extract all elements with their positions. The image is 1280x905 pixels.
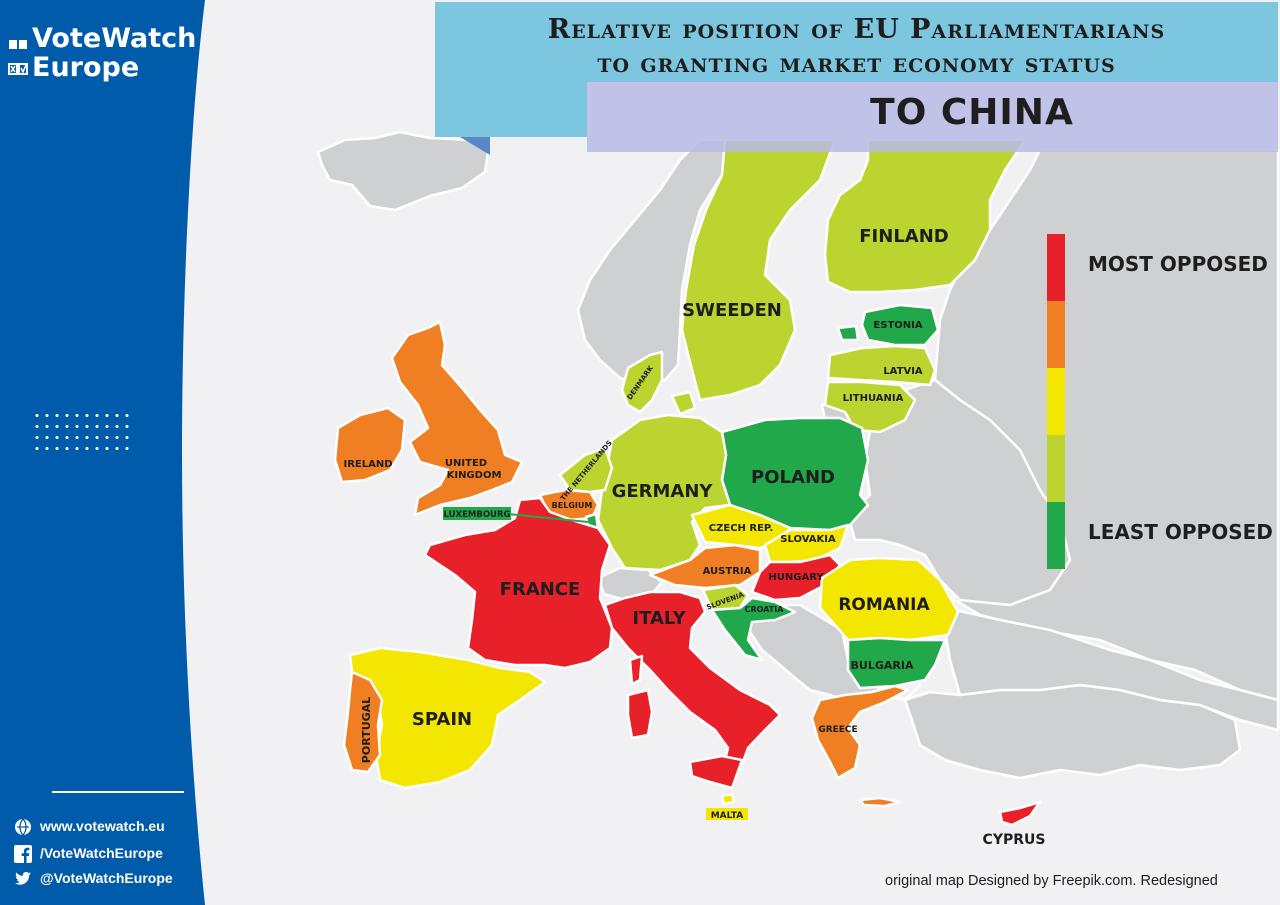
label-finland: FINLAND <box>859 226 948 247</box>
website-text: www.votewatch.eu <box>40 818 165 834</box>
country-cyprus[interactable] <box>998 800 1042 827</box>
banner-shadow <box>460 137 490 155</box>
country-malta[interactable] <box>720 792 736 806</box>
label-germany: GERMANY <box>612 481 714 502</box>
label-portugal: PORTUGAL <box>360 697 373 763</box>
luxembourg-tag <box>443 507 511 520</box>
twitter-text: @VoteWatchEurope <box>40 870 173 886</box>
country-sweden[interactable] <box>680 138 837 402</box>
belarus-ukraine <box>846 378 1072 607</box>
label-slovakia: SLOVAKIA <box>780 534 836 545</box>
legend-swatch-3 <box>1047 368 1065 435</box>
legend-swatch-2 <box>1047 301 1065 368</box>
facebook-text: /VoteWatchEurope <box>40 845 163 861</box>
malta-callout: MALTA <box>706 808 748 821</box>
country-estonia-island <box>836 324 860 342</box>
balkans <box>743 603 922 702</box>
legend-swatch-1 <box>1047 234 1065 301</box>
label-latvia: LATVIA <box>883 366 923 377</box>
decorative-dot-grid <box>32 410 132 454</box>
title-line-1: Relative position of EU Parliamentarians <box>547 14 1166 45</box>
label-poland: POLAND <box>751 467 835 488</box>
legend-least-opposed: LEAST OPPOSED <box>1088 520 1273 544</box>
title-banner-extension <box>435 82 587 137</box>
label-romania: ROMANIA <box>838 595 930 615</box>
label-ireland: IRELAND <box>343 459 392 470</box>
brand-line-1: VoteWatch <box>32 23 197 54</box>
country-united-kingdom[interactable] <box>390 320 524 517</box>
brand-line-2: Europe <box>32 52 140 83</box>
legend-color-bar <box>1047 234 1065 569</box>
label-estonia: ESTONIA <box>873 320 922 331</box>
country-portugal[interactable] <box>342 670 384 774</box>
country-estonia[interactable] <box>860 303 940 347</box>
twitter-icon <box>15 872 31 885</box>
country-italy-sardinia <box>626 688 654 740</box>
country-italy[interactable] <box>603 590 782 774</box>
country-france[interactable] <box>423 496 614 670</box>
legend-swatch-4 <box>1047 435 1065 502</box>
label-bulgaria: BULGARIA <box>851 659 914 672</box>
country-croatia[interactable] <box>710 596 797 662</box>
country-italy-sicily <box>688 754 744 790</box>
label-austria: AUSTRIA <box>703 566 752 577</box>
eu-countries <box>333 138 1042 827</box>
label-belgium: BELGIUM <box>552 501 593 510</box>
luxembourg-leader-line <box>507 513 589 523</box>
country-finland[interactable] <box>823 138 1027 294</box>
legend-swatch-5 <box>1047 502 1065 569</box>
social-facebook[interactable]: /VoteWatchEurope <box>14 843 163 864</box>
country-romania[interactable] <box>818 556 960 642</box>
label-luxembourg: LUXEMBOURG <box>444 510 511 520</box>
country-bulgaria[interactable] <box>846 636 947 690</box>
label-sweden: SWEEDEN <box>682 300 782 321</box>
country-latvia[interactable] <box>826 344 937 387</box>
social-twitter[interactable]: @VoteWatchEurope <box>14 868 173 888</box>
country-greece-crete <box>858 796 902 808</box>
globe-icon <box>15 818 31 836</box>
country-austria[interactable] <box>648 543 762 590</box>
malta-tag <box>706 808 748 820</box>
label-croatia: CROATIA <box>745 605 785 614</box>
title-line-2: to granting market economy status <box>597 48 1116 79</box>
label-greece: GREECE <box>818 725 857 735</box>
luxembourg-callout: LUXEMBOURG <box>443 507 589 523</box>
label-spain: SPAIN <box>412 709 472 730</box>
title-banner <box>435 2 1278 82</box>
legend-most-opposed: MOST OPPOSED <box>1088 252 1268 276</box>
label-uk-line2: KINGDOM <box>447 470 502 481</box>
iceland <box>316 130 490 212</box>
label-czech: CZECH REP. <box>709 523 773 534</box>
country-denmark-island <box>670 390 697 416</box>
brand-logo[interactable]: VoteWatch Europe <box>6 24 196 82</box>
facebook-icon <box>14 845 32 864</box>
subtitle-banner <box>587 82 1278 152</box>
sidebar-divider <box>52 791 184 793</box>
country-slovenia[interactable] <box>701 583 750 612</box>
country-ireland[interactable] <box>333 406 407 484</box>
social-website[interactable]: www.votewatch.eu <box>14 816 165 836</box>
label-cyprus: CYPRUS <box>983 832 1046 848</box>
label-malta: MALTA <box>711 811 744 821</box>
label-uk-line1: UNITED <box>445 458 487 469</box>
label-lithuania: LITHUANIA <box>843 393 904 404</box>
label-france: FRANCE <box>500 579 581 600</box>
subtitle-text: TO CHINA <box>870 92 1074 133</box>
map-credit: original map Designed by Freepik.com. Re… <box>885 873 1218 889</box>
country-france-corsica <box>628 654 644 686</box>
label-italy: ITALY <box>632 608 686 629</box>
country-denmark[interactable] <box>620 350 664 414</box>
black-sea-coast <box>943 608 1280 732</box>
country-greece[interactable] <box>810 684 910 780</box>
label-hungary: HUNGARY <box>768 572 824 583</box>
country-lithuania[interactable] <box>823 380 917 434</box>
votewatch-logo-icon <box>8 40 28 75</box>
